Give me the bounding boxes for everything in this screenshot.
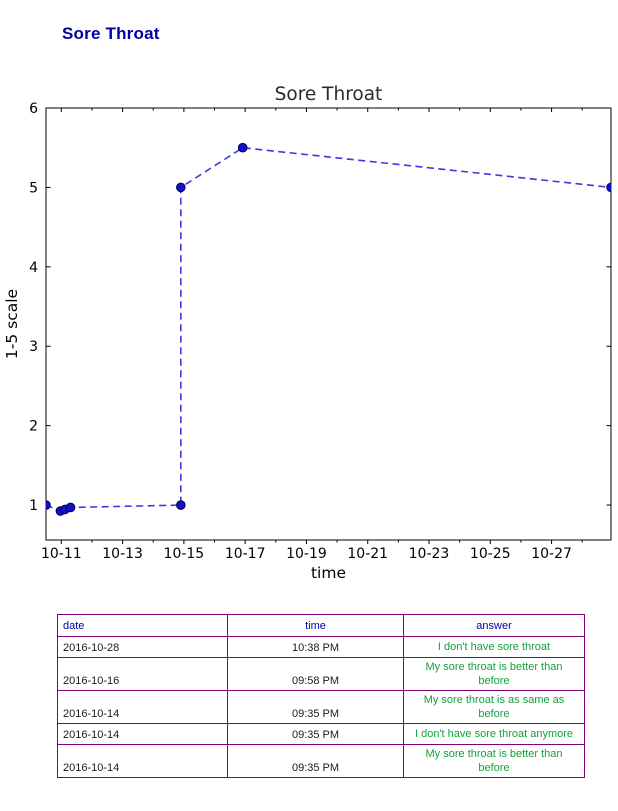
y-tick-label: 1 — [29, 498, 38, 514]
x-tick-label: 10-23 — [409, 546, 450, 562]
x-tick-label: 10-11 — [41, 546, 82, 562]
y-tick-label: 4 — [29, 260, 38, 276]
table-row: 2016-10-14 09:35 PM I don't have sore thro… — [57, 723, 585, 745]
cell-time: 09:35 PM — [227, 690, 404, 724]
x-tick-label: 10-19 — [286, 546, 327, 562]
y-tick-label: 6 — [29, 101, 38, 117]
table-row: 2016-10-16 09:58 PM My sore throat is bett… — [57, 657, 585, 691]
answers-table: date time answer 2016-10-28 10:38 PM I don't… — [57, 614, 585, 778]
data-point — [45, 500, 51, 510]
series-line — [45, 146, 612, 512]
chart-title: Sore Throat — [275, 84, 383, 105]
cell-answer: My sore throat is better than before — [403, 657, 585, 691]
column-header-answer: answer — [403, 614, 585, 637]
x-tick-label: 10-17 — [225, 546, 266, 562]
cell-date: 2016-10-14 — [57, 723, 228, 745]
y-axis-label: 1-5 scale — [3, 289, 21, 359]
column-header-date: date — [57, 614, 228, 637]
cell-answer: I don't have sore throat — [403, 636, 585, 658]
x-tick-label: 10-21 — [347, 546, 388, 562]
table-row: 2016-10-14 09:35 PM My sore throat is bett… — [57, 744, 585, 778]
cell-answer: I don't have sore throat anymore — [403, 723, 585, 745]
cell-time: 09:35 PM — [227, 723, 404, 745]
cell-answer: My sore throat is as same as before — [403, 690, 585, 724]
cell-time: 09:58 PM — [227, 657, 404, 691]
axes-frame — [45, 107, 612, 541]
cell-time: 10:38 PM — [227, 636, 404, 658]
data-point — [237, 142, 248, 153]
chart-svg: Sore Throat time 1-5 scale 10-11 10-13 10-15 1… — [3, 84, 612, 582]
y-axis-ticks — [46, 107, 611, 506]
y-tick-label: 3 — [29, 339, 38, 355]
data-point — [176, 182, 186, 193]
x-tick-label: 10-27 — [531, 546, 572, 562]
sore-throat-chart: Sore Throat time 1-5 scale 10-11 10-13 10-15 1… — [0, 70, 618, 592]
data-point — [176, 500, 186, 510]
cell-date: 2016-10-14 — [57, 744, 228, 778]
data-point — [65, 502, 76, 513]
cell-date: 2016-10-28 — [57, 636, 228, 658]
cell-time: 09:35 PM — [227, 744, 404, 778]
data-point — [606, 182, 612, 193]
x-tick-label: 10-15 — [164, 546, 205, 562]
series-sore-throat-scale — [45, 142, 612, 516]
x-axis-label: time — [311, 564, 346, 582]
x-axis-ticks — [60, 108, 583, 544]
table-header-row: date time answer — [57, 614, 585, 637]
y-tick-label: 5 — [29, 180, 38, 196]
x-tick-label: 10-13 — [102, 546, 143, 562]
table-row: 2016-10-14 09:35 PM My sore throat is as s… — [57, 690, 585, 724]
cell-date: 2016-10-16 — [57, 657, 228, 691]
cell-date: 2016-10-14 — [57, 690, 228, 724]
cell-answer: My sore throat is better than before — [403, 744, 585, 778]
column-header-time: time — [227, 614, 404, 637]
table-row: 2016-10-28 10:38 PM I don't have sore thro… — [57, 636, 585, 658]
y-tick-label: 2 — [29, 419, 38, 435]
page-title: Sore Throat — [62, 24, 160, 43]
x-tick-label: 10-25 — [470, 546, 511, 562]
